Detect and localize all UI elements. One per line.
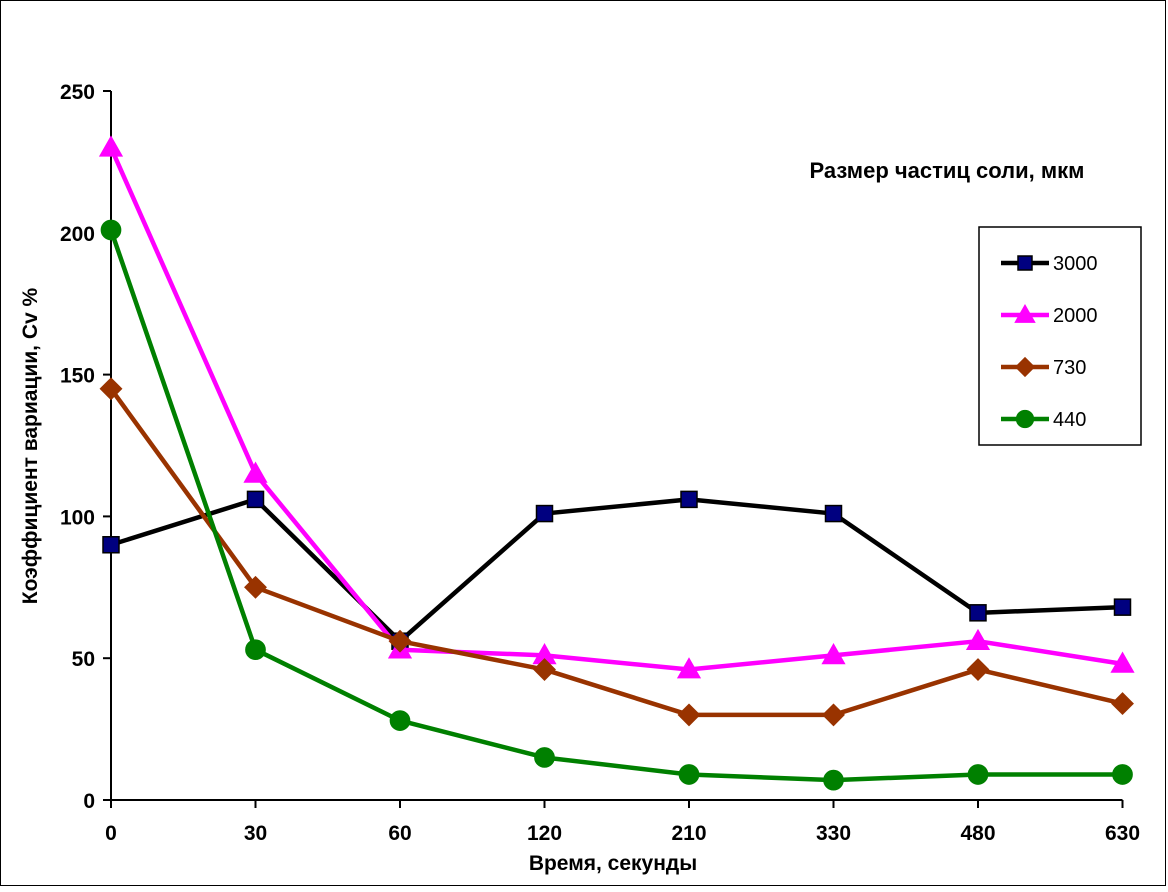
series-730 bbox=[99, 377, 1134, 727]
y-axis-label: Коэффициент вариации, Cv % bbox=[19, 287, 42, 604]
axes: 0 50 100 150 200 250 0 30 60 120 210 330 480 630 bbox=[60, 81, 1140, 845]
y-tick-label: 50 bbox=[72, 648, 95, 671]
legend-label: 440 bbox=[1053, 409, 1086, 431]
legend-label: 3000 bbox=[1053, 253, 1098, 275]
x-tick-label: 330 bbox=[816, 822, 851, 845]
y-tick-label: 200 bbox=[60, 223, 95, 246]
legend-item-730: 730 bbox=[1001, 356, 1086, 379]
data-point-2000 bbox=[676, 657, 702, 679]
legend-marker bbox=[1017, 255, 1033, 271]
x-tick-label: 210 bbox=[671, 822, 706, 845]
legend-marker bbox=[1014, 356, 1036, 378]
data-point-3000 bbox=[535, 504, 554, 523]
data-point-440 bbox=[100, 219, 122, 241]
legend-item-3000: 3000 bbox=[1001, 253, 1098, 275]
data-point-440 bbox=[534, 747, 555, 768]
data-point-440 bbox=[678, 764, 700, 785]
series-line-440 bbox=[108, 229, 1123, 783]
legend-marker bbox=[1014, 304, 1036, 323]
series-3000 bbox=[102, 490, 1132, 650]
data-point-730 bbox=[99, 377, 123, 401]
data-point-440 bbox=[245, 639, 266, 661]
x-tick-label: 30 bbox=[244, 822, 267, 845]
series-layer bbox=[98, 135, 1135, 791]
legend-title: Размер частиц соли, мкм bbox=[810, 158, 1085, 183]
data-point-730 bbox=[388, 629, 412, 653]
data-point-3000 bbox=[102, 536, 120, 554]
y-tick-label: 100 bbox=[60, 506, 95, 529]
data-point-730 bbox=[677, 703, 701, 727]
data-point-730 bbox=[244, 575, 267, 599]
legend-label: 2000 bbox=[1053, 305, 1098, 327]
data-point-440 bbox=[823, 769, 844, 791]
data-point-440 bbox=[1112, 764, 1133, 785]
legend: 3000 2000 730 440 bbox=[978, 226, 1142, 446]
y-tick-label: 150 bbox=[60, 365, 95, 388]
data-point-2000 bbox=[821, 643, 846, 665]
legend-item-2000: 2000 bbox=[1001, 304, 1098, 327]
data-point-3000 bbox=[246, 490, 265, 509]
data-point-730 bbox=[533, 658, 556, 682]
y-tick-label: 250 bbox=[60, 81, 95, 104]
data-point-730 bbox=[1111, 692, 1134, 716]
data-point-3000 bbox=[824, 504, 843, 523]
x-tick-label: 480 bbox=[960, 822, 995, 845]
data-point-2000 bbox=[965, 628, 991, 651]
series-2000 bbox=[98, 135, 1135, 679]
data-point-3000 bbox=[1113, 598, 1132, 616]
y-tick-label: 0 bbox=[83, 790, 95, 813]
data-point-2000 bbox=[243, 461, 268, 483]
x-tick-label: 0 bbox=[105, 822, 117, 845]
series-440 bbox=[100, 219, 1133, 791]
legend-label: 730 bbox=[1053, 357, 1086, 379]
data-point-2000 bbox=[98, 135, 124, 157]
x-tick-label: 630 bbox=[1105, 822, 1140, 845]
series-line-2000 bbox=[108, 146, 1123, 672]
data-point-730 bbox=[966, 658, 990, 682]
legend-marker bbox=[1015, 409, 1035, 429]
data-point-3000 bbox=[680, 490, 698, 509]
data-point-440 bbox=[967, 764, 989, 785]
data-point-730 bbox=[822, 703, 845, 727]
data-point-3000 bbox=[969, 604, 987, 622]
x-axis-label: Время, секунды bbox=[529, 852, 697, 875]
series-line-3000 bbox=[110, 497, 1123, 644]
series-line-730 bbox=[109, 387, 1124, 718]
data-point-2000 bbox=[1110, 651, 1135, 673]
legend-item-440: 440 bbox=[1001, 409, 1086, 431]
x-tick-label: 120 bbox=[527, 822, 562, 845]
data-point-440 bbox=[389, 710, 411, 731]
x-tick-label: 60 bbox=[388, 822, 411, 845]
